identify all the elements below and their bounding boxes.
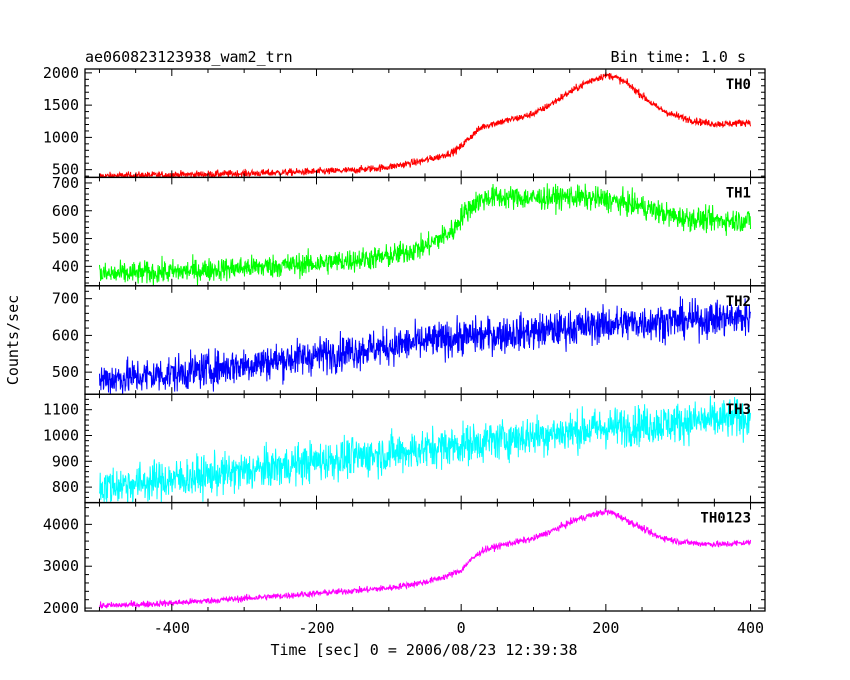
- y-tick-label: 4000: [43, 515, 79, 533]
- y-tick-label: 600: [52, 326, 79, 344]
- y-tick-label: 500: [52, 161, 79, 179]
- series-line-th2: [99, 296, 751, 395]
- y-tick-label: 400: [52, 257, 79, 275]
- chart-title: ae060823123938_wam2_trn: [85, 48, 293, 66]
- panel-th3: 800 900 1000 1100 TH3: [43, 393, 766, 504]
- panel-th0123: 2000 3000 4000 TH0123: [43, 501, 766, 617]
- series-line-th0: [99, 71, 751, 178]
- y-tick-label: 2000: [43, 64, 79, 82]
- series-line-th3: [99, 395, 751, 503]
- series-line-th0123: [99, 508, 751, 609]
- x-tick-label: 0: [457, 619, 466, 637]
- panel-frame: [84, 501, 766, 612]
- panel-label: TH3: [726, 402, 751, 418]
- x-tick-label: 400: [737, 619, 764, 637]
- y-tick-label: 2000: [43, 599, 79, 617]
- y-tick-label: 500: [52, 230, 79, 248]
- x-tick-label: 200: [592, 619, 619, 637]
- panel-th1: 400 500 600 700 TH1: [52, 174, 766, 287]
- series-line-th1: [99, 183, 751, 286]
- y-tick-label: 1100: [43, 401, 79, 419]
- y-tick-label: 1500: [43, 96, 79, 114]
- panels-group: 500 1000 1500 2000 TH0 400 500 600 700 TH1 500 600 7…: [43, 64, 766, 617]
- y-tick-label: 800: [52, 478, 79, 496]
- y-tick-label: 1000: [43, 426, 79, 444]
- bin-time-label: Bin time: 1.0 s: [611, 48, 746, 66]
- panel-th2: 500 600 700 TH2: [52, 285, 766, 395]
- panel-label: TH1: [726, 185, 751, 201]
- panel-label: TH2: [726, 294, 751, 310]
- y-axis-label: Counts/sec: [4, 295, 22, 385]
- y-tick-label: 900: [52, 452, 79, 470]
- y-tick-label: 600: [52, 202, 79, 220]
- panel-label: TH0: [726, 77, 751, 93]
- y-tick-label: 700: [52, 174, 79, 192]
- panel-th0: 500 1000 1500 2000 TH0: [43, 64, 766, 179]
- y-tick-label: 1000: [43, 128, 79, 146]
- y-tick-label: 3000: [43, 557, 79, 575]
- panel-label: TH0123: [700, 511, 751, 527]
- y-tick-label: 700: [52, 290, 79, 308]
- x-axis-label: Time [sec] 0 = 2006/08/23 12:39:38: [270, 641, 577, 659]
- y-tick-label: 500: [52, 363, 79, 381]
- x-axis: -400 -200 0 200 400: [154, 619, 764, 637]
- x-tick-label: -400: [154, 619, 190, 637]
- x-tick-label: -200: [298, 619, 334, 637]
